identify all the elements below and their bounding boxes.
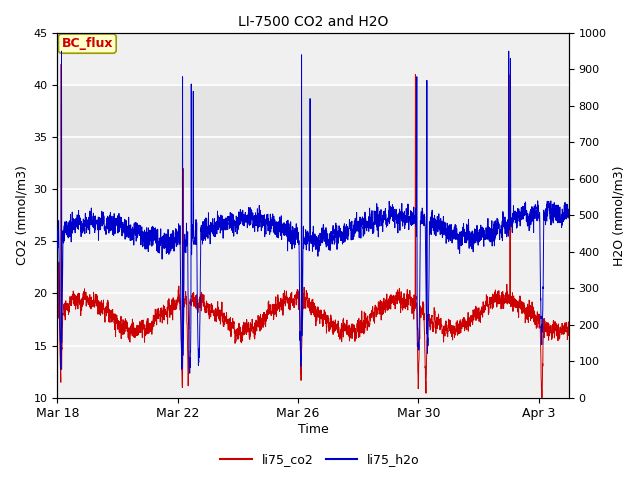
Title: LI-7500 CO2 and H2O: LI-7500 CO2 and H2O <box>238 15 388 29</box>
Y-axis label: H2O (mmol/m3): H2O (mmol/m3) <box>612 165 625 265</box>
Text: BC_flux: BC_flux <box>61 37 113 50</box>
Y-axis label: CO2 (mmol/m3): CO2 (mmol/m3) <box>15 166 28 265</box>
Bar <box>58 85 569 189</box>
Legend: li75_co2, li75_h2o: li75_co2, li75_h2o <box>215 448 425 471</box>
X-axis label: Time: Time <box>298 423 328 436</box>
